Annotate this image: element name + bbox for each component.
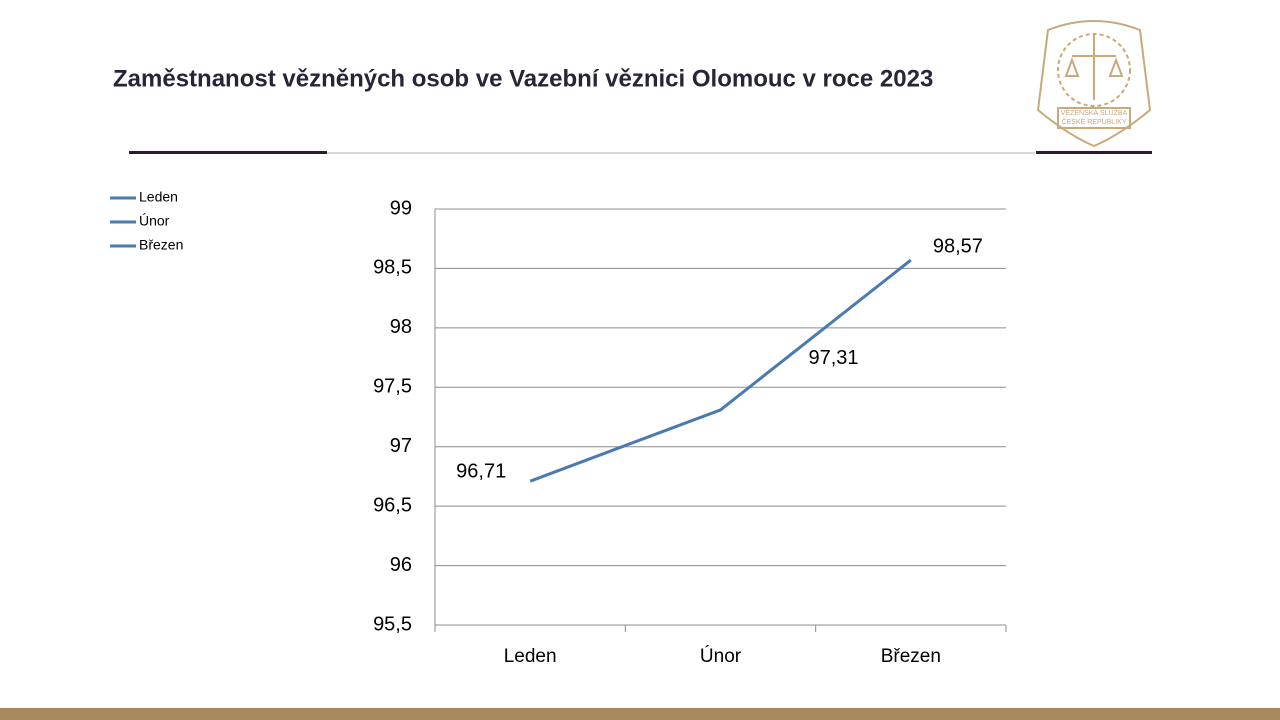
rule-middle <box>327 152 1035 154</box>
y-tick-label: 98 <box>390 316 412 338</box>
data-label: 98,57 <box>933 235 983 257</box>
y-tick-label: 97,5 <box>373 376 412 398</box>
logo-text: VĚZEŇSKÁ SLUŽBA <box>1061 108 1128 117</box>
data-label: 97,31 <box>809 347 859 369</box>
rule-right <box>1036 151 1152 154</box>
y-tick-label: 99 <box>390 197 412 219</box>
legend-label: Březen <box>139 237 183 253</box>
footer-bar <box>0 708 1280 720</box>
logo <box>1036 20 1152 148</box>
rule-left <box>129 151 327 154</box>
y-tick-label: 96 <box>390 554 412 576</box>
legend-label: Únor <box>139 213 170 229</box>
x-tick-label: Únor <box>700 645 742 667</box>
logo-scale-pans <box>1064 57 1124 77</box>
chart-title: Zaměstnanost vězněných osob ve Vazební v… <box>113 65 933 92</box>
y-tick-label: 98,5 <box>373 257 412 279</box>
logo-plate <box>1057 107 1131 129</box>
x-tick-label: Leden <box>504 646 557 667</box>
data-label: 96,71 <box>456 460 506 482</box>
y-tick-label: 96,5 <box>373 494 412 516</box>
data-line <box>529 258 912 483</box>
y-tick-label: 97 <box>390 435 412 457</box>
logo-text: ČESKÉ REPUBLIKY <box>1062 117 1127 126</box>
logo-shield <box>1036 20 1152 148</box>
x-tick-label: Březen <box>881 646 941 667</box>
y-tick-label: 95,5 <box>373 613 412 635</box>
legend-label: Leden <box>139 189 178 205</box>
